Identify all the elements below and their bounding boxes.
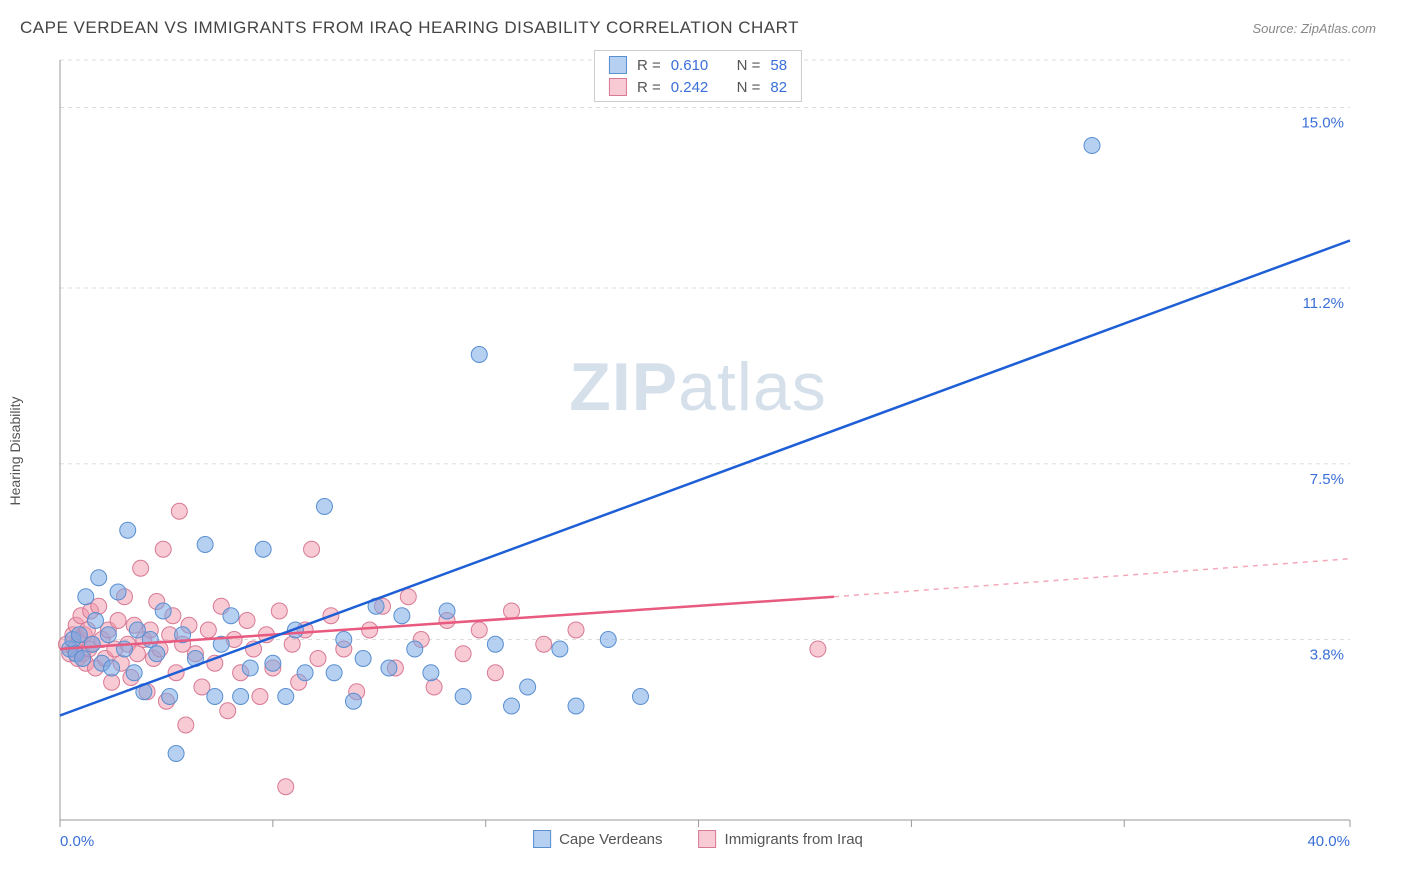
series-legend: Cape Verdeans Immigrants from Iraq	[533, 830, 863, 848]
swatch-blue	[609, 56, 627, 74]
svg-text:40.0%: 40.0%	[1307, 833, 1350, 850]
y-axis-label: Hearing Disability	[7, 397, 23, 506]
legend-item-pink: Immigrants from Iraq	[699, 830, 863, 848]
legend-item-blue: Cape Verdeans	[533, 830, 662, 848]
chart-area: Hearing Disability ZIPatlas 3.8%7.5%11.2…	[20, 50, 1376, 852]
svg-text:3.8%: 3.8%	[1310, 647, 1344, 664]
swatch-pink	[699, 830, 717, 848]
correlation-legend: R = 0.610 N = 58 R = 0.242 N = 82	[594, 50, 802, 102]
svg-text:11.2%: 11.2%	[1303, 295, 1344, 312]
svg-text:0.0%: 0.0%	[60, 833, 94, 850]
source-label: Source: ZipAtlas.com	[1252, 21, 1376, 36]
svg-text:7.5%: 7.5%	[1310, 471, 1344, 488]
legend-row-pink: R = 0.242 N = 82	[595, 76, 801, 98]
scatter-chart: 3.8% 7.5% 11.2% 15.0% 0.0% 40.0%	[20, 50, 1376, 852]
swatch-pink	[609, 78, 627, 96]
swatch-blue	[533, 830, 551, 848]
chart-title: CAPE VERDEAN VS IMMIGRANTS FROM IRAQ HEA…	[20, 18, 799, 38]
svg-text:15.0%: 15.0%	[1301, 115, 1344, 132]
legend-row-blue: R = 0.610 N = 58	[595, 54, 801, 76]
